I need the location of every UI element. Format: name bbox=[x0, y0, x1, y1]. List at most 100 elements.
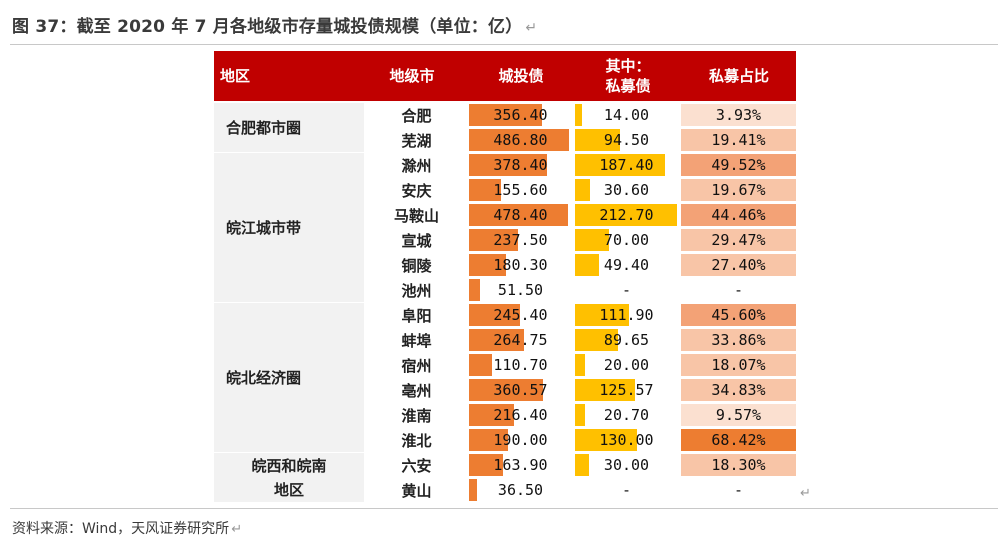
city-name: 马鞍山 bbox=[393, 206, 439, 225]
urban-bond-cell: 36.50 bbox=[469, 479, 572, 501]
city-name: 合肥 bbox=[401, 106, 432, 125]
bottom-divider bbox=[10, 508, 998, 509]
table-row: 安庆 155.60 30.60 19.67% bbox=[364, 178, 796, 202]
city-name: 淮南 bbox=[401, 406, 432, 425]
private-ratio-value: - bbox=[733, 481, 744, 499]
city-name: 铜陵 bbox=[401, 256, 432, 275]
private-ratio-cell: 18.30% bbox=[681, 454, 796, 476]
private-ratio-cell: 68.42% bbox=[681, 429, 796, 451]
city-name: 淮北 bbox=[401, 431, 432, 450]
urban-bond-value: 264.75 bbox=[493, 331, 548, 349]
private-bond-value: 125.57 bbox=[599, 381, 654, 399]
private-bond-cell: 14.00 bbox=[575, 104, 678, 126]
region-cell: 皖西和皖南 地区 bbox=[214, 453, 364, 502]
urban-bond-bar bbox=[469, 104, 543, 126]
urban-bond-bar bbox=[469, 204, 568, 226]
urban-bond-cell: 155.60 bbox=[469, 179, 572, 201]
private-bond-cell: 89.65 bbox=[575, 329, 678, 351]
table-row: 池州 51.50 - - bbox=[364, 278, 796, 302]
private-ratio-cell: - bbox=[681, 479, 796, 501]
private-bond-value: - bbox=[621, 281, 632, 299]
city-name: 蚌埠 bbox=[401, 331, 432, 350]
private-bond-cell: 20.70 bbox=[575, 404, 678, 426]
private-bond-bar bbox=[575, 329, 618, 351]
urban-bond-cell: 360.57 bbox=[469, 379, 572, 401]
urban-bond-value: 216.40 bbox=[493, 406, 548, 424]
urban-bond-bar bbox=[469, 429, 509, 451]
private-bond-bar bbox=[575, 179, 590, 201]
private-bond-cell: 111.90 bbox=[575, 304, 678, 326]
private-ratio-cell: 19.41% bbox=[681, 129, 796, 151]
table-row: 亳州 360.57 125.57 34.83% bbox=[364, 378, 796, 402]
urban-bond-value: 360.57 bbox=[493, 381, 548, 399]
urban-bond-value: 478.40 bbox=[493, 206, 548, 224]
table-body: 合肥都市圈 皖江城市带 皖北经济圈 皖西和皖南 地区 合肥 356.40 14.00 3.93%… bbox=[214, 101, 796, 503]
private-bond-cell: 20.00 bbox=[575, 354, 678, 376]
city-name: 安庆 bbox=[401, 181, 432, 200]
urban-bond-bar bbox=[469, 279, 480, 301]
city-name: 六安 bbox=[401, 456, 432, 475]
table-header: 地区 地级市 城投债 其中： 私募债 私募占比 bbox=[214, 51, 796, 101]
private-bond-bar bbox=[575, 204, 677, 226]
private-bond-bar bbox=[575, 429, 638, 451]
city-name: 池州 bbox=[401, 281, 432, 300]
private-bond-bar bbox=[575, 454, 590, 476]
region-name: 皖北经济圈 bbox=[214, 366, 301, 390]
private-ratio-cell: 18.07% bbox=[681, 354, 796, 376]
return-mark-icon: ↵ bbox=[800, 486, 811, 501]
return-mark-icon: ↵ bbox=[525, 20, 538, 36]
urban-bond-bar bbox=[469, 179, 502, 201]
urban-bond-value: 36.50 bbox=[497, 481, 544, 499]
header-private-bond: 其中： 私募债 bbox=[576, 51, 680, 101]
city-name: 宣城 bbox=[401, 231, 432, 250]
figure-title: 图 37：截至 2020 年 7 月各地级市存量城投债规模（单位：亿） ↵ bbox=[12, 12, 537, 37]
private-bond-value: 30.60 bbox=[603, 181, 650, 199]
private-bond-bar bbox=[575, 254, 599, 276]
urban-bond-bar bbox=[469, 304, 520, 326]
urban-bond-cell: 237.50 bbox=[469, 229, 572, 251]
private-bond-value: 70.00 bbox=[603, 231, 650, 249]
table-row: 马鞍山 478.40 212.70 44.46% bbox=[364, 203, 796, 227]
private-ratio-cell: 34.83% bbox=[681, 379, 796, 401]
private-ratio-cell: 19.67% bbox=[681, 179, 796, 201]
header-city: 地级市 bbox=[389, 67, 435, 85]
city-name: 芜湖 bbox=[401, 131, 432, 150]
urban-bond-cell: 486.80 bbox=[469, 129, 572, 151]
table-row: 淮南 216.40 20.70 9.57% bbox=[364, 403, 796, 427]
private-bond-value: 187.40 bbox=[599, 156, 654, 174]
private-ratio-value: 33.86% bbox=[711, 331, 766, 349]
private-ratio-value: 18.07% bbox=[711, 356, 766, 374]
private-bond-bar bbox=[575, 154, 665, 176]
private-ratio-cell: - bbox=[681, 279, 796, 301]
private-bond-value: 130.00 bbox=[599, 431, 654, 449]
region-name-line: 合肥都市圈 bbox=[226, 118, 302, 137]
table-row: 黄山 36.50 - - bbox=[364, 478, 796, 502]
urban-bond-value: 237.50 bbox=[493, 231, 548, 249]
region-cell: 皖北经济圈 bbox=[214, 303, 364, 452]
private-bond-value: 20.00 bbox=[603, 356, 650, 374]
header-urban-bond: 城投债 bbox=[498, 67, 544, 85]
region-name: 皖西和皖南 地区 bbox=[214, 454, 364, 502]
urban-bond-bar bbox=[469, 354, 492, 376]
private-bond-value: 94.50 bbox=[603, 131, 650, 149]
private-ratio-value: 19.41% bbox=[711, 131, 766, 149]
city-name: 阜阳 bbox=[401, 306, 432, 325]
top-divider bbox=[10, 44, 998, 45]
private-bond-value: 111.90 bbox=[599, 306, 654, 324]
urban-bond-cell: 110.70 bbox=[469, 354, 572, 376]
private-bond-cell: 130.00 bbox=[575, 429, 678, 451]
urban-bond-value: 190.00 bbox=[493, 431, 548, 449]
city-name: 黄山 bbox=[401, 481, 432, 500]
private-bond-bar bbox=[575, 104, 582, 126]
region-name-line: 地区 bbox=[273, 480, 304, 499]
region-name: 合肥都市圈 bbox=[214, 116, 301, 140]
private-bond-cell: 94.50 bbox=[575, 129, 678, 151]
urban-bond-bar bbox=[469, 229, 518, 251]
private-ratio-cell: 3.93% bbox=[681, 104, 796, 126]
city-name: 亳州 bbox=[401, 381, 432, 400]
region-cell: 皖江城市带 bbox=[214, 153, 364, 302]
urban-bond-cell: 478.40 bbox=[469, 204, 572, 226]
private-ratio-value: 9.57% bbox=[715, 406, 762, 424]
private-ratio-value: 34.83% bbox=[711, 381, 766, 399]
table-row: 蚌埠 264.75 89.65 33.86% bbox=[364, 328, 796, 352]
